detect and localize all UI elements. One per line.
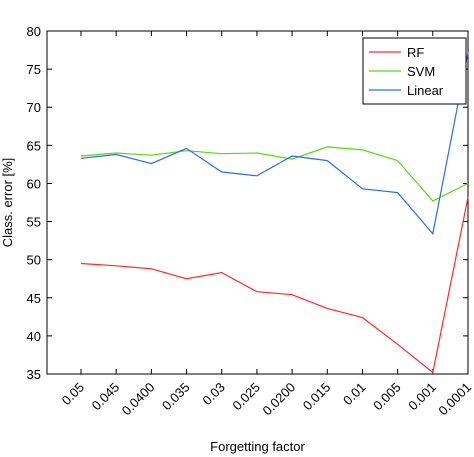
y-tick-label: 50 <box>27 253 41 268</box>
legend-label: RF <box>407 45 424 60</box>
y-tick-label: 55 <box>27 215 41 230</box>
series-layer <box>80 52 469 374</box>
x-tick-label: 0.03 <box>199 380 228 409</box>
legend: RF SVM Linear <box>362 37 467 105</box>
x-tick-label: 0.0200 <box>259 380 298 419</box>
x-tick-label: 0.015 <box>300 380 334 414</box>
y-tick-label: 45 <box>27 291 41 306</box>
y-tick-label: 75 <box>27 62 41 77</box>
x-tick-label: 0.05 <box>59 380 88 409</box>
y-tick-label: 70 <box>27 100 41 115</box>
x-tick-label: 0.01 <box>340 380 369 409</box>
x-tick-label: 0.005 <box>370 380 404 414</box>
legend-label: SVM <box>407 64 435 79</box>
x-tick-label: 0.0400 <box>119 380 158 419</box>
y-tick-label: 80 <box>27 24 41 39</box>
x-tick-label: 0.045 <box>89 380 123 414</box>
y-axis: 35 40 45 50 55 60 65 70 75 80 <box>27 24 468 382</box>
series-line-linear <box>80 52 469 236</box>
x-tick-label: 0.001 <box>405 380 439 414</box>
y-tick-label: 35 <box>27 367 41 382</box>
legend-label: Linear <box>407 83 444 98</box>
series-line-svm <box>80 146 469 202</box>
y-tick-label: 65 <box>27 138 41 153</box>
x-tick-label: 0.035 <box>159 380 193 414</box>
x-tick-label: 0.025 <box>229 380 263 414</box>
y-tick-label: 60 <box>27 176 41 191</box>
x-tick-label: 0.0001 <box>435 380 474 419</box>
x-axis-label: Forgetting factor <box>210 439 305 454</box>
y-tick-label: 40 <box>27 329 41 344</box>
y-axis-label: Class. error [%] <box>0 158 15 248</box>
series-line-rf <box>80 197 469 374</box>
